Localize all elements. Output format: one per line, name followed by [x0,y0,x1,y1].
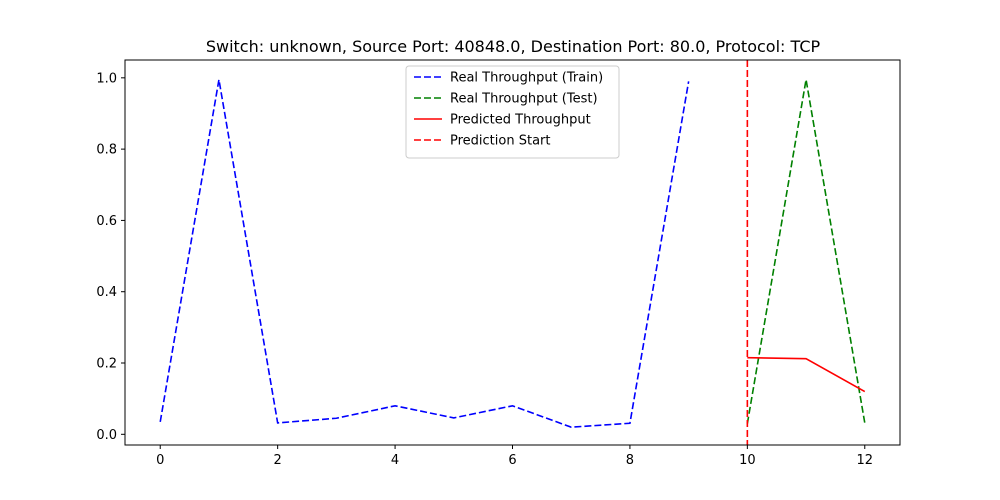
y-tick-label: 0.4 [96,285,117,300]
y-tick-label: 0.8 [96,143,117,158]
y-tick-label: 0.0 [96,428,117,443]
chart-title: Switch: unknown, Source Port: 40848.0, D… [206,37,821,56]
legend-label: Real Throughput (Train) [450,71,603,86]
series-line-2 [746,79,866,424]
plot-area [159,60,866,445]
x-tick-label: 6 [508,453,516,468]
legend-label: Prediction Start [450,134,550,149]
y-tick-label: 0.2 [96,357,117,372]
legend-label: Predicted Throughput [450,113,591,128]
x-tick-label: 4 [391,453,399,468]
y-tick-label: 1.0 [96,71,117,86]
series-line-1 [159,79,690,428]
series-line-3 [747,356,866,393]
axes: 0 2 4 6 8 10 12 0.0 0.2 0.4 0.6 0.8 1.0 [96,59,901,468]
x-tick-label: 0 [156,453,164,468]
x-tick-label: 8 [626,453,634,468]
legend: Real Throughput (Train) Real Throughput (… [405,65,620,159]
x-tick-label: 2 [274,453,282,468]
legend-box [405,65,620,159]
x-tick-label: 10 [739,453,756,468]
y-tick-label: 0.6 [96,214,117,229]
x-tick-label: 12 [856,453,873,468]
legend-label: Real Throughput (Test) [450,92,598,107]
